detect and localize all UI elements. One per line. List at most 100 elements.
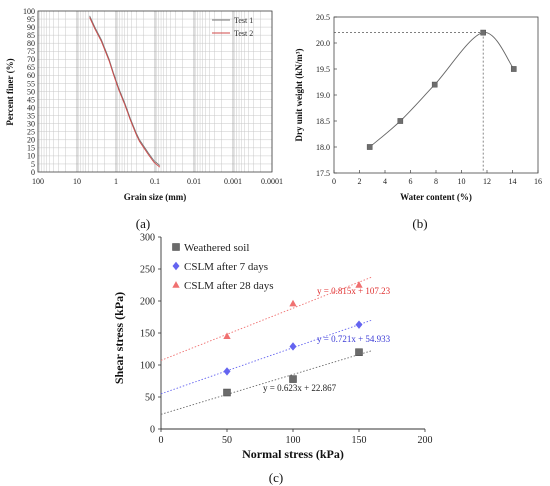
shear-y-tick-label: 150: [140, 329, 155, 340]
shear-x-label: Normal stress (kPa): [242, 447, 344, 461]
shear-y-tick-label: 200: [140, 297, 155, 308]
grain-size-x-label: Grain size (mm): [124, 192, 186, 202]
shear-legend-label: CSLM after 7 days: [184, 261, 268, 273]
shear-x-tick-label: 50: [222, 435, 232, 446]
compaction-x-tick-label: 8: [434, 177, 438, 186]
compaction-y-ticks: 17.5 18.0 18.5 19.0 19.5 20.0 20.5: [316, 13, 337, 178]
grain-size-y-tick-label: 85: [27, 31, 35, 40]
shear-point-1: [355, 348, 363, 356]
shear-y-ticks: 0 50 100 150 200 250 300: [140, 233, 161, 436]
compaction-x-tick-label: 10: [458, 177, 466, 186]
grain-size-y-tick-label: 30: [27, 120, 35, 129]
shear-y-tick-label: 100: [140, 361, 155, 372]
compaction-optimum-guides: [334, 32, 484, 173]
grain-size-y-label: Percent finer (%): [5, 58, 15, 125]
shear-chart: 0 50 100 150 200 250 300 0 50 100 150 200 Weathere…: [112, 233, 433, 486]
caption-c: (c): [269, 470, 283, 485]
grain-size-y-tick-label: 15: [27, 144, 35, 153]
shear-equation-3: y = 0.815x + 107.23: [317, 286, 391, 296]
grain-size-y-tick-label: 5: [31, 160, 35, 169]
compaction-chart: 17.5 18.0 18.5 19.0 19.5 20.0 20.5 0 2 4 6 8 10 12 14…: [294, 13, 542, 231]
grain-size-x-tick-label: 0.001: [224, 177, 242, 186]
grain-size-x-tick-label: 1: [114, 177, 118, 186]
compaction-y-label: Dry unit weight (kN/m³): [294, 49, 304, 142]
compaction-y-tick-label: 17.5: [316, 169, 330, 178]
grain-size-y-tick-label: 100: [23, 7, 35, 16]
shear-point-1: [289, 375, 297, 383]
grain-size-y-tick-label: 25: [27, 128, 35, 137]
grain-size-x-ticks: 100 10 1 0.1 0.01 0.001 0.0001: [32, 177, 283, 186]
grain-size-grid: [37, 10, 273, 173]
compaction-y-tick-label: 18.5: [316, 117, 330, 126]
grain-size-y-tick-label: 40: [27, 103, 35, 112]
shear-trendlines: [160, 276, 373, 415]
shear-x-tick-label: 100: [286, 435, 301, 446]
grain-size-y-tick-label: 20: [27, 136, 35, 145]
compaction-point: [431, 81, 438, 88]
shear-point-2: [223, 367, 231, 376]
shear-legend-marker: [172, 261, 180, 271]
compaction-point: [510, 66, 517, 72]
shear-x-tick-label: 0: [159, 435, 164, 446]
compaction-y-tick-label: 18.0: [316, 143, 330, 152]
shear-y-label: Shear stress (kPa): [112, 292, 126, 384]
shear-x-ticks: 0 50 100 150 200: [159, 429, 433, 446]
grain-size-x-tick-label: 0.0001: [261, 177, 283, 186]
shear-x-tick-label: 200: [418, 435, 433, 446]
grain-size-y-tick-label: 65: [27, 63, 35, 72]
grain-size-legend-label: Test 2: [234, 29, 253, 38]
grain-size-legend-label: Test 1: [234, 16, 253, 25]
compaction-curve: [369, 32, 515, 148]
compaction-y-tick-label: 20.5: [316, 13, 330, 22]
shear-y-tick-label: 50: [145, 393, 155, 404]
shear-point-2: [289, 342, 297, 351]
shear-equation-2: y = 0.721x + 54.933: [317, 334, 391, 344]
shear-trendline-2: [160, 319, 373, 395]
compaction-x-ticks: 0 2 4 6 8 10 12 14 16: [332, 170, 542, 186]
grain-size-y-tick-label: 50: [27, 87, 35, 96]
compaction-y-tick-label: 19.0: [316, 91, 330, 100]
compaction-point: [366, 144, 373, 150]
grain-size-y-tick-label: 45: [27, 95, 35, 104]
shear-legend-label: Weathered soil: [184, 242, 249, 254]
grain-size-x-tick-label: 10: [73, 177, 81, 186]
grain-size-y-tick-label: 95: [27, 15, 35, 24]
shear-trendline-3: [160, 276, 373, 361]
grain-size-y-ticks: 0510152025303540455055606570758085909510…: [23, 7, 35, 177]
shear-point-3: [223, 332, 231, 339]
grain-size-chart: 0510152025303540455055606570758085909510…: [5, 7, 283, 231]
grain-size-x-tick-label: 0.01: [187, 177, 201, 186]
grain-size-y-tick-label: 55: [27, 79, 35, 88]
compaction-x-label: Water content (%): [400, 192, 472, 202]
shear-legend-marker: [172, 243, 180, 251]
compaction-x-tick-label: 4: [383, 177, 387, 186]
shear-points: [223, 281, 363, 397]
shear-legend: Weathered soil CSLM after 7 days CSLM afte…: [172, 242, 274, 292]
shear-legend-label: CSLM after 28 days: [184, 280, 274, 292]
compaction-x-tick-label: 16: [534, 177, 542, 186]
grain-size-plot-frame: [37, 10, 273, 173]
grain-size-y-tick-label: 60: [27, 71, 35, 80]
grain-size-legend: Test 1 Test 2: [212, 16, 253, 38]
shear-x-tick-label: 150: [352, 435, 367, 446]
grain-size-y-tick-label: 10: [27, 152, 35, 161]
grain-size-line-test-1: [89, 15, 161, 166]
shear-point-3: [355, 281, 363, 288]
compaction-series: [366, 29, 517, 150]
shear-point-3: [289, 299, 297, 307]
shear-legend-marker: [172, 281, 180, 288]
compaction-x-tick-label: 2: [358, 177, 362, 186]
caption-a: (a): [136, 216, 150, 231]
grain-size-y-tick-label: 35: [27, 111, 35, 120]
compaction-x-tick-label: 12: [483, 177, 491, 186]
grain-size-y-tick-label: 80: [27, 39, 35, 48]
shear-trendline-1: [160, 350, 373, 415]
shear-y-tick-label: 0: [150, 425, 155, 436]
compaction-x-tick-label: 6: [409, 177, 413, 186]
compaction-plot-frame: [333, 16, 539, 174]
compaction-x-tick-label: 0: [332, 177, 336, 186]
grain-size-y-tick-label: 0: [31, 168, 35, 177]
caption-b: (b): [412, 216, 427, 231]
shear-y-tick-label: 250: [140, 265, 155, 276]
